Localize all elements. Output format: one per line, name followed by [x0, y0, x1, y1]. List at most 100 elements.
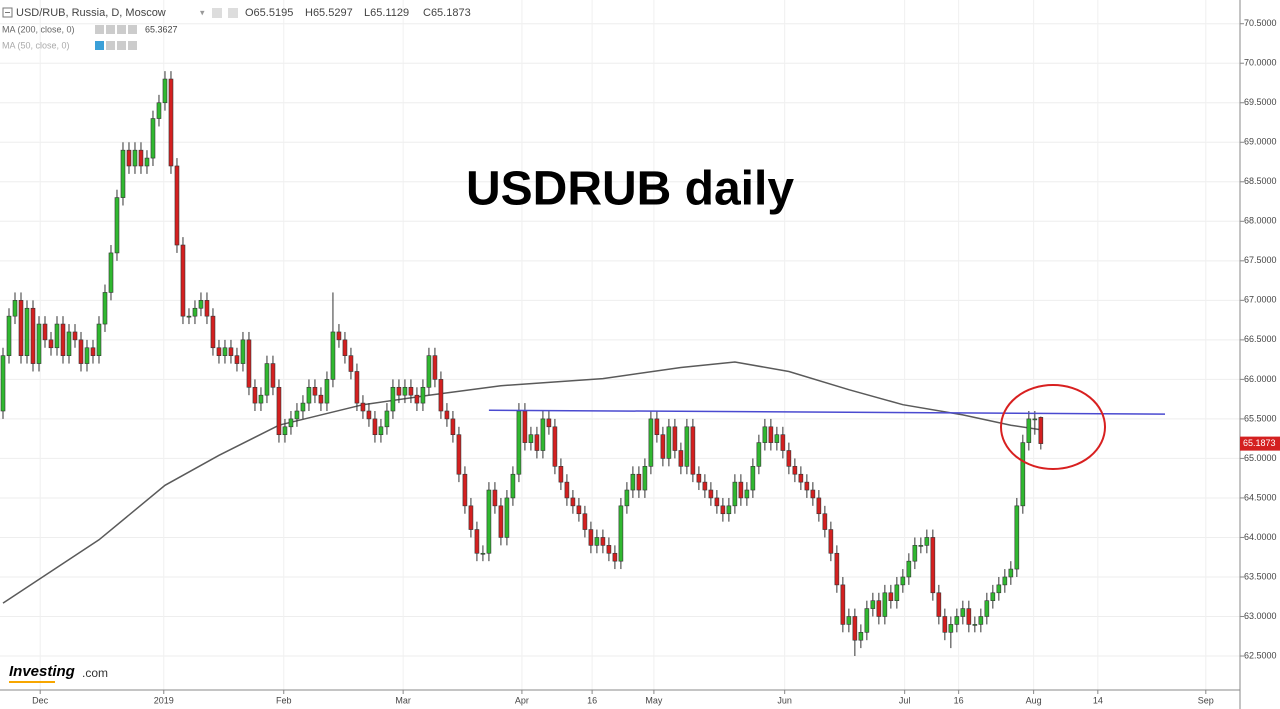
y-tick-label: 63.5000	[1244, 571, 1277, 581]
candle-body	[30, 307, 36, 364]
candle-body	[78, 339, 84, 364]
chart-title: USDRUB daily	[466, 163, 794, 216]
candle-body	[552, 426, 558, 467]
candle-body	[882, 592, 888, 617]
candle-body	[354, 371, 360, 404]
candle-body	[948, 624, 954, 633]
ma50-icon[interactable]	[95, 41, 104, 50]
plot	[0, 71, 1166, 657]
candle-body	[858, 632, 864, 641]
y-tick-label: 67.0000	[1244, 295, 1277, 305]
candle-body	[594, 537, 600, 546]
candle-body	[906, 560, 912, 578]
candle-body	[762, 426, 768, 443]
candle-body	[822, 513, 828, 530]
candle-body	[138, 149, 144, 167]
x-tick-label: Aug	[1026, 695, 1042, 705]
candle-body	[342, 339, 348, 356]
candle-body	[810, 489, 816, 499]
candle-body	[330, 331, 336, 380]
candle-body	[264, 363, 270, 396]
candle-body	[294, 410, 300, 420]
candle-body	[900, 576, 906, 586]
x-tick-label: Feb	[276, 695, 292, 705]
open-label: O65.5195	[245, 7, 293, 19]
candle-body	[660, 434, 666, 459]
candle-body	[630, 473, 636, 491]
candle-body	[522, 410, 528, 443]
ma50-icon[interactable]	[117, 41, 126, 50]
candle-body	[96, 323, 102, 356]
symbol-label: USD/RUB, Russia, D, Moscow	[16, 7, 166, 19]
x-tick-label: Mar	[395, 695, 411, 705]
candle-body	[750, 466, 756, 491]
candle-body	[192, 307, 198, 317]
candle-body	[624, 489, 630, 507]
x-tick-label: Dec	[32, 695, 49, 705]
ma200-icon[interactable]	[106, 25, 115, 34]
candle-body	[642, 466, 648, 491]
candle-body	[972, 624, 978, 626]
candle-body	[840, 584, 846, 625]
candle-body	[180, 244, 186, 317]
ma200-label: MA (200, close, 0)	[2, 24, 75, 34]
x-tick-label: Jul	[899, 695, 911, 705]
y-tick-label: 70.5000	[1244, 18, 1277, 28]
candle-body	[432, 355, 438, 380]
candle-body	[726, 505, 732, 515]
candle-body	[120, 149, 126, 198]
candle-body	[102, 292, 108, 325]
candle-body	[534, 434, 540, 451]
candle-body	[732, 481, 738, 507]
candle-body	[618, 505, 624, 562]
ma200-icon[interactable]	[95, 25, 104, 34]
hide-icon[interactable]	[228, 8, 238, 18]
ma50-icon[interactable]	[128, 41, 137, 50]
ma50-label: MA (50, close, 0)	[2, 40, 70, 50]
settings-icon[interactable]	[212, 8, 222, 18]
candle-body	[240, 339, 246, 364]
candle-body	[924, 537, 930, 546]
candle-body	[396, 386, 402, 396]
candle-body	[528, 434, 534, 443]
candle-body	[468, 505, 474, 530]
candle-body	[696, 473, 702, 483]
candle-body	[486, 489, 492, 554]
x-tick-label: 14	[1093, 695, 1103, 705]
candle-body	[162, 78, 168, 104]
candle-body	[846, 616, 852, 625]
candle-body	[84, 347, 90, 364]
candle-body	[54, 323, 60, 349]
candle-body	[876, 600, 882, 617]
y-tick-label: 68.0000	[1244, 216, 1277, 226]
brand-logo: Investing	[9, 663, 75, 680]
candle-body	[672, 426, 678, 451]
candle-body	[276, 386, 282, 436]
candle-body	[582, 513, 588, 530]
candle-body	[888, 592, 894, 601]
ma200-icon[interactable]	[117, 25, 126, 34]
brand-suffix: .com	[82, 666, 108, 680]
y-tick-label: 68.5000	[1244, 176, 1277, 186]
candle-body	[36, 323, 42, 364]
candle-body	[378, 426, 384, 436]
candle-body	[492, 489, 498, 507]
candle-body	[48, 339, 54, 349]
ma200-icon[interactable]	[128, 25, 137, 34]
y-tick-label: 69.5000	[1244, 97, 1277, 107]
candle-body	[258, 394, 264, 404]
dropdown-arrow[interactable]: ▾	[200, 7, 205, 17]
ma50-icon[interactable]	[106, 41, 115, 50]
collapse-icon[interactable]	[2, 7, 13, 18]
candle-body	[360, 402, 366, 412]
candle-body	[420, 386, 426, 404]
candle-body	[756, 442, 762, 467]
x-tick-label: 16	[954, 695, 964, 705]
candle-body	[954, 616, 960, 625]
candle-body	[480, 552, 486, 555]
candle-body	[588, 529, 594, 546]
candle-body	[942, 616, 948, 633]
candle-body	[114, 197, 120, 254]
x-tick-label: Sep	[1198, 695, 1214, 705]
last-price-label: 65.1873	[1243, 438, 1276, 448]
